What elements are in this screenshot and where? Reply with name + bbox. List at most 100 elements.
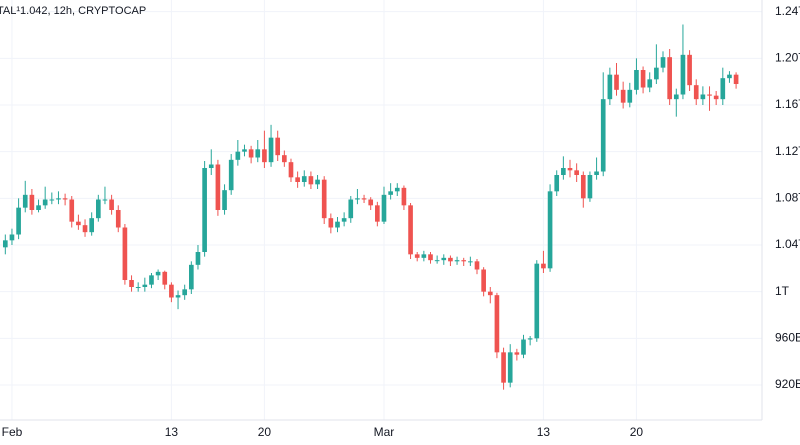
candle-body	[693, 85, 699, 100]
candle-body	[428, 254, 433, 261]
candle-body	[567, 168, 573, 171]
candle-body	[268, 137, 274, 163]
candle-body	[248, 149, 254, 158]
candle-body	[494, 295, 500, 353]
candle-body	[607, 74, 613, 100]
candle-body	[9, 234, 15, 241]
candle-body	[454, 260, 460, 262]
candle-body	[89, 218, 95, 233]
candle-body	[713, 95, 719, 100]
candle-body	[381, 194, 387, 222]
x-tick-label: Feb	[2, 425, 23, 439]
candle-body	[654, 67, 659, 80]
candle-body	[487, 291, 493, 296]
candle-body	[474, 261, 480, 270]
y-tick-label: 1.04T	[775, 237, 800, 251]
candle-body	[102, 199, 108, 201]
candle-body	[262, 149, 267, 163]
candle-body	[348, 199, 354, 219]
candle-body	[394, 187, 400, 192]
y-tick-label: 1.20T	[775, 51, 800, 65]
x-tick-label: 13	[165, 425, 179, 439]
candle-body	[208, 164, 214, 168]
y-tick-label: 960B	[775, 331, 800, 345]
candle-body	[228, 159, 234, 191]
candle-body	[129, 280, 134, 287]
candle-body	[527, 338, 533, 340]
candle-body	[69, 199, 75, 222]
candle-body	[434, 260, 440, 262]
candle-body	[109, 199, 114, 210]
candle-body	[56, 198, 61, 200]
y-tick-label: 1T	[775, 284, 790, 298]
candle-body	[308, 176, 314, 185]
y-tick-label: 1.24T	[775, 4, 800, 18]
candle-body	[634, 70, 639, 90]
candle-body	[647, 79, 653, 88]
candle-body	[727, 74, 732, 79]
candle-body	[341, 218, 347, 222]
candle-body	[594, 171, 599, 175]
candle-body	[335, 221, 340, 228]
candle-body	[29, 194, 35, 210]
candle-body	[255, 149, 261, 158]
candle-body	[242, 149, 247, 152]
candle-body	[627, 89, 633, 103]
candle-body	[149, 275, 154, 285]
candle-body	[301, 176, 307, 182]
candle-body	[620, 89, 626, 103]
candle-body	[115, 210, 121, 228]
candle-body	[2, 240, 8, 248]
x-tick-label: 13	[537, 425, 551, 439]
candle-body	[600, 99, 606, 172]
candle-body	[501, 352, 506, 383]
candle-body	[135, 287, 141, 288]
candle-body	[554, 175, 560, 192]
candle-body	[468, 261, 473, 263]
candle-body	[202, 168, 207, 252]
candle-body	[667, 57, 672, 100]
candle-body	[408, 205, 413, 255]
candle-body	[122, 227, 128, 280]
candle-body	[355, 198, 360, 200]
candle-body	[321, 179, 327, 219]
chart-title: TAL¹1.042, 12h, CRYPTOCAP	[0, 5, 146, 17]
candle-body	[614, 74, 619, 90]
candle-body	[707, 94, 712, 96]
candle-body	[680, 54, 686, 95]
candle-body	[215, 164, 221, 210]
candle-body	[414, 254, 420, 258]
y-tick-label: 920B	[775, 377, 800, 391]
candle-body	[222, 190, 227, 210]
candle-body	[42, 199, 48, 206]
candle-body	[361, 198, 367, 200]
candle-body	[534, 263, 540, 339]
x-tick-label: Mar	[374, 425, 395, 439]
candle-body	[76, 221, 81, 226]
candle-body	[687, 54, 692, 86]
candle-body	[388, 191, 393, 195]
candle-body	[49, 199, 55, 201]
candle-body	[328, 218, 334, 228]
candle-body	[82, 225, 88, 233]
candle-body	[36, 205, 41, 210]
candle-body	[155, 271, 161, 276]
candle-body	[587, 175, 593, 199]
candle-body	[368, 199, 374, 206]
candle-body	[521, 339, 526, 355]
candle-body	[481, 269, 486, 292]
candle-body	[142, 284, 148, 287]
candle-body	[547, 191, 553, 269]
candle-body	[95, 199, 101, 219]
candle-body	[660, 57, 666, 68]
candle-body	[574, 170, 579, 175]
x-tick-label: 20	[258, 425, 272, 439]
candle-body	[733, 74, 739, 84]
candle-body	[275, 137, 281, 156]
y-tick-label: 1.12T	[775, 144, 800, 158]
candle-body	[514, 352, 520, 355]
candle-body	[169, 284, 174, 298]
candle-body	[580, 175, 586, 199]
